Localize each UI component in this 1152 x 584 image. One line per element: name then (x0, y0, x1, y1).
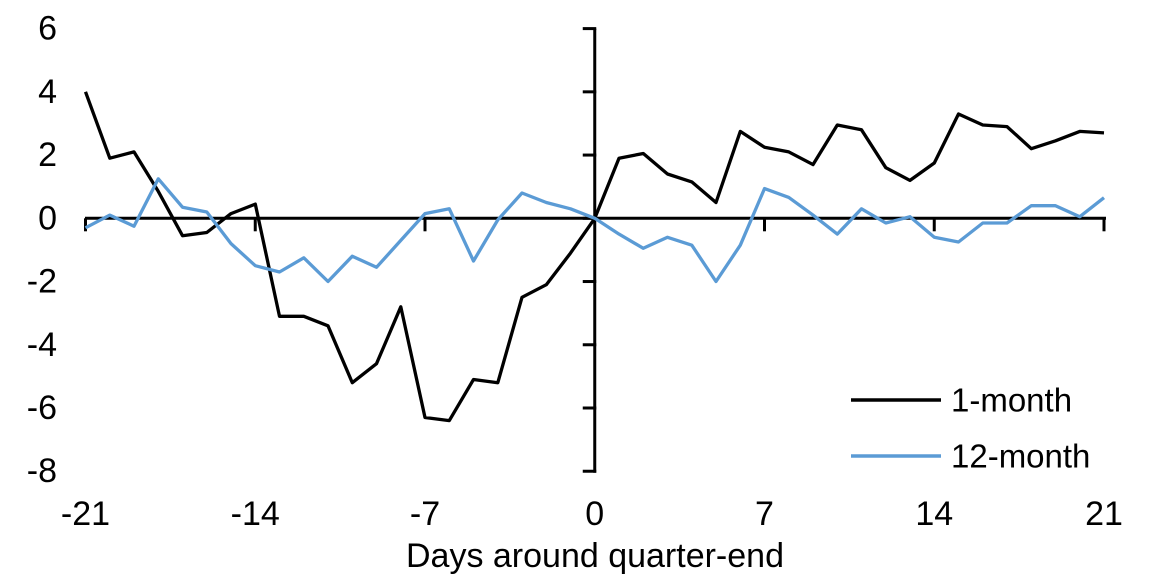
y-tick-label: -6 (27, 389, 57, 427)
x-tick-label: 7 (755, 495, 774, 533)
y-tick-label: -8 (27, 452, 57, 490)
legend-label-1-month: 1-month (951, 382, 1072, 419)
y-axis-tick-labels: 6 4 2 0 -2 -4 -6 -8 (27, 10, 57, 491)
y-tick-label: -2 (27, 263, 57, 301)
y-tick-label: -4 (27, 326, 57, 364)
x-tick-label: -21 (61, 495, 110, 533)
x-tick-label: 14 (915, 495, 953, 533)
y-tick-label: 4 (38, 73, 57, 111)
y-tick-label: 2 (38, 136, 57, 174)
series-line-12-month (84, 177, 1106, 284)
legend-label-12-month: 12-month (951, 438, 1090, 475)
x-axis-title: Days around quarter-end (406, 537, 784, 575)
y-tick-label: 6 (38, 10, 57, 48)
y-tick-label: 0 (38, 199, 57, 237)
x-tick-label: 21 (1085, 495, 1123, 533)
x-tick-label: 0 (585, 495, 604, 533)
x-axis-tick-labels: -21 -14 -7 0 7 14 21 (61, 495, 1123, 533)
plot-area (83, 91, 1106, 423)
x-tick-label: -7 (410, 495, 440, 533)
legend: 1-month 12-month (851, 382, 1090, 475)
x-tick-label: -14 (231, 495, 280, 533)
